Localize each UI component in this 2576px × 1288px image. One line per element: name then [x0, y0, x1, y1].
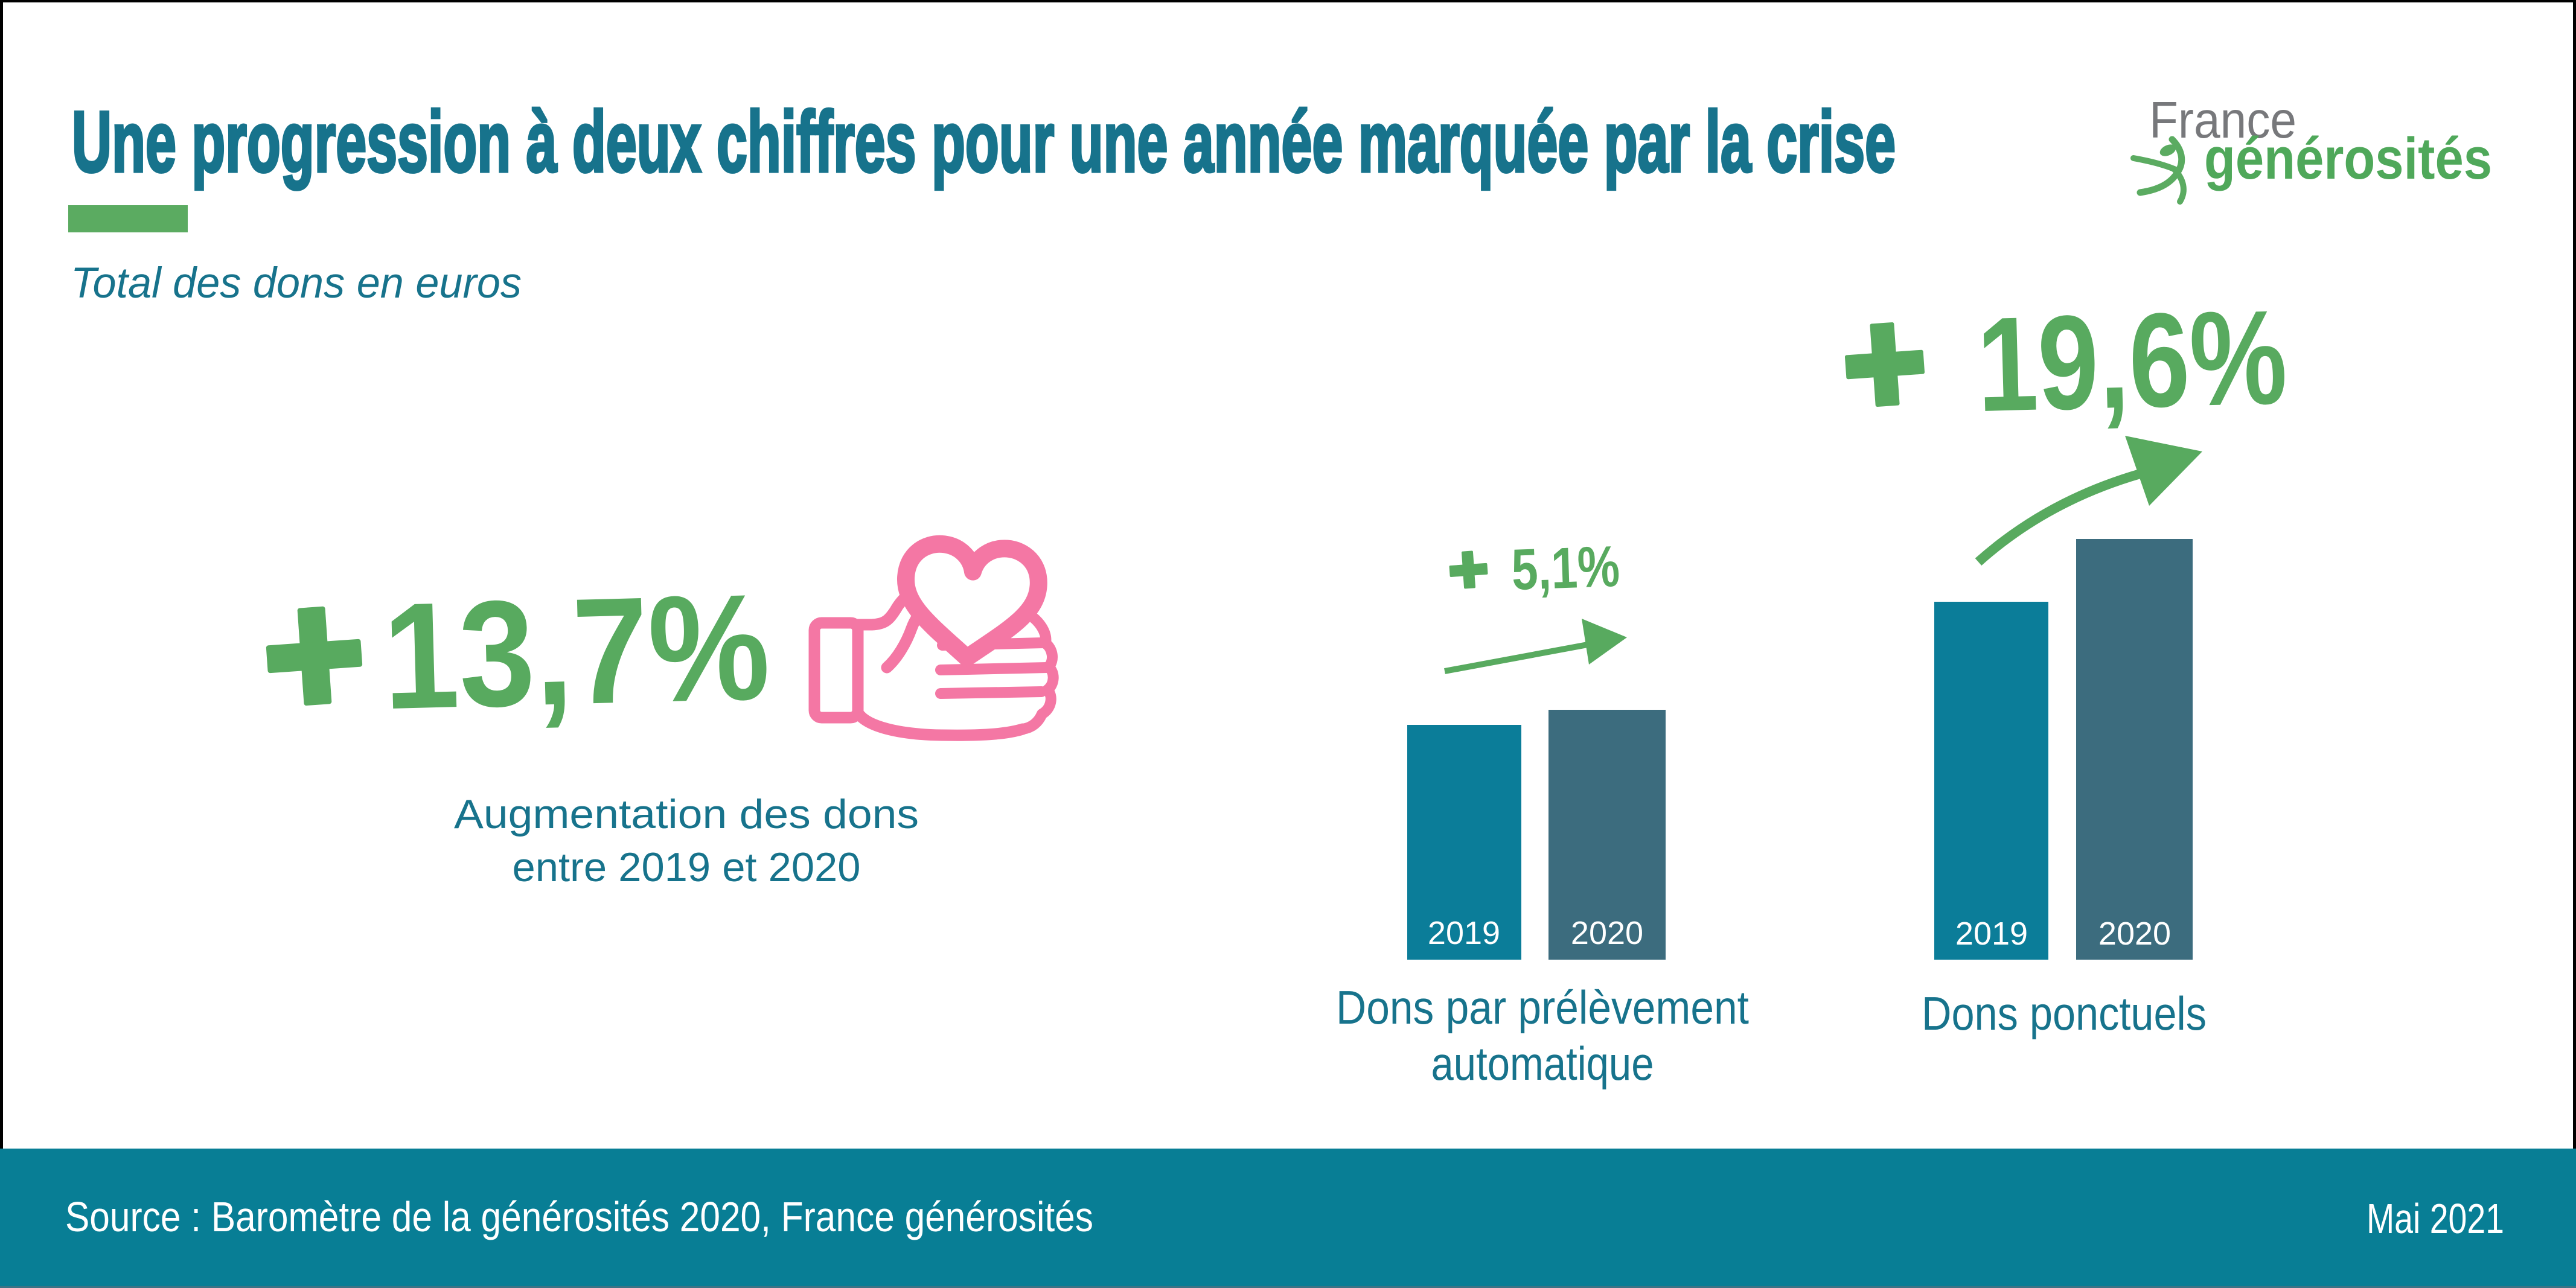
svg-text:2020: 2020 — [1571, 915, 1643, 951]
svg-text:Total des dons en euros: Total des dons en euros — [71, 260, 522, 307]
svg-text:2019: 2019 — [1955, 916, 2028, 952]
svg-text:13,7%: 13,7% — [381, 563, 772, 741]
svg-text:Dons par prélèvement: Dons par prélèvement — [1336, 981, 1749, 1034]
svg-text:Source : Baromètre de la génér: Source : Baromètre de la générosités 202… — [65, 1193, 1093, 1240]
svg-text:Mai 2021: Mai 2021 — [2367, 1195, 2504, 1242]
svg-text:Augmentation des dons: Augmentation des dons — [454, 791, 919, 837]
svg-text:2020: 2020 — [2098, 916, 2171, 952]
svg-text:2019: 2019 — [1428, 915, 1500, 951]
svg-text:Dons ponctuels: Dons ponctuels — [1922, 987, 2207, 1040]
svg-text:générosités: générosités — [2204, 126, 2492, 191]
svg-text:19,6%: 19,6% — [1975, 282, 2289, 440]
svg-text:Une progression à deux chiffre: Une progression à deux chiffres pour une… — [72, 94, 1896, 190]
svg-text:automatique: automatique — [1431, 1037, 1654, 1090]
svg-text:entre 2019 et 2020: entre 2019 et 2020 — [513, 844, 861, 890]
svg-text:5,1%: 5,1% — [1510, 534, 1621, 602]
